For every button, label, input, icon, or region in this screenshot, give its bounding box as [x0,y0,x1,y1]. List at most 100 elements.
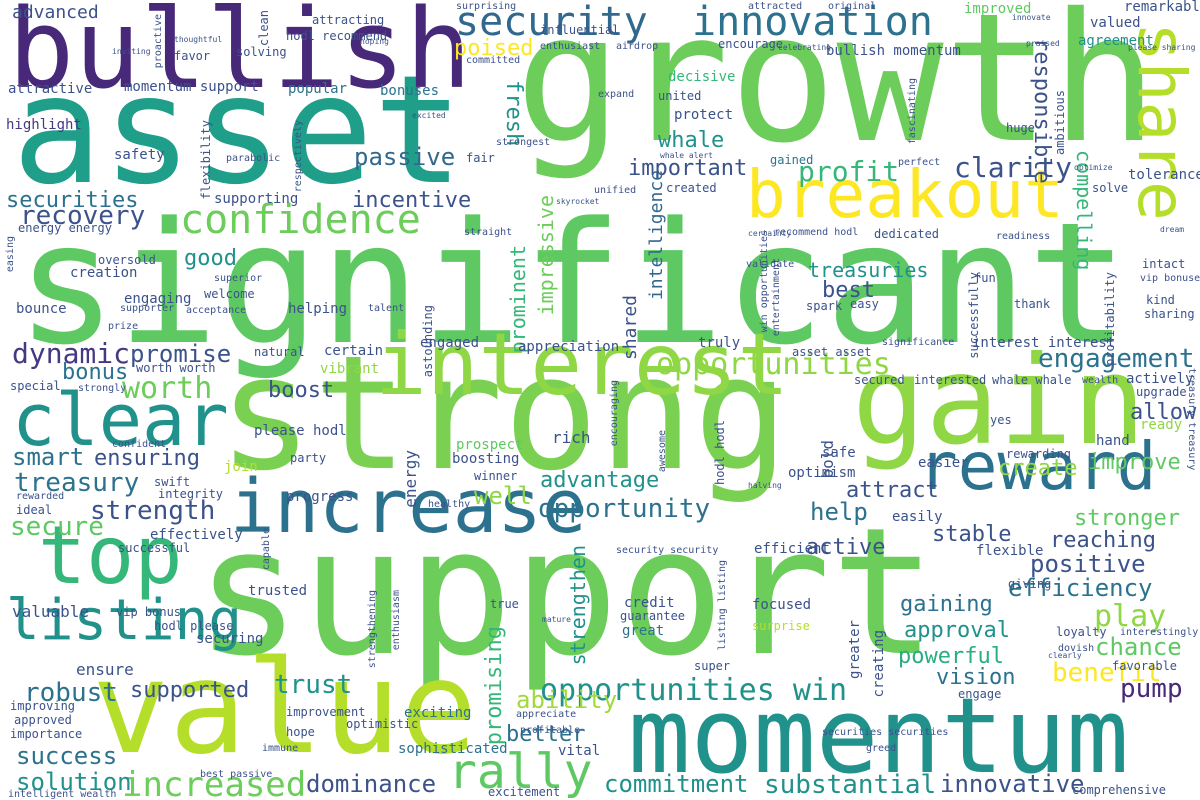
word-certainty: certainty [748,229,792,238]
word-enthusiasm: enthusiasm [391,590,402,651]
word-confidence: confidence [180,197,421,243]
word-commitment: commitment [604,770,749,798]
word-recommend-hodl: recommend hodl [774,227,859,238]
word-bold: bold [818,440,837,479]
word-importance: importance [10,727,83,741]
word-helping: helping [288,301,348,317]
word-clarity: clarity [954,151,1073,184]
word-strong: strong [218,322,789,506]
word-strengthening: strengthening [367,590,378,669]
word-efficiency: efficiency [1008,574,1153,602]
word-improve: improve [1088,450,1181,475]
word-securing: securing [196,631,264,647]
word-thoughtful: thoughtful [174,35,223,44]
word-respectively: respectively [293,120,304,193]
word-easing: easing [5,236,16,273]
word-ready: ready [1140,417,1183,433]
word-excitement: excitement [488,785,561,799]
word-actively: actively [1126,371,1194,387]
word-securities-securities: securities securities [822,727,949,738]
word-mature: mature [542,615,571,624]
word-interest-interest: interest interest [972,335,1116,351]
word-bounce: bounce [16,301,67,317]
word-promise: promise [130,340,232,368]
word-attracted: attracted [748,1,803,12]
word-enthusiast: enthusiast [540,41,601,52]
word-upgrade: upgrade [1136,385,1187,399]
word-play: play [1094,599,1167,634]
word-great: great [622,623,665,639]
word-interest: interest [375,315,790,415]
word-hodl-hodl: hodl hodl [713,420,727,486]
word-responsible: responsible [1029,38,1054,184]
word-strengthen: strengthen [566,545,590,666]
word-optimism: optimism [788,465,856,481]
word-proactive: proactive [153,14,164,69]
word-valued: valued [1090,15,1141,31]
word-valuable: valuable [12,602,90,621]
word-certain: certain [324,343,384,359]
word-better: better [506,722,586,747]
word-tolerance: tolerance [1128,167,1200,183]
word-optimistic: optimistic [346,717,419,731]
word-prize: prize [108,321,139,332]
word-promising: promising [482,626,507,746]
word-unified: unified [594,185,637,196]
word-strongly: strongly [78,383,127,394]
word-ensuring: ensuring [94,446,200,471]
word-clear: clear [12,378,229,462]
word-supported: supported [130,678,250,703]
word-support: support [195,490,937,695]
word-robust: robust [24,678,118,708]
word-effectively: effectively [150,527,243,543]
word-vision: vision [936,665,1016,690]
word-value: value [92,634,478,783]
word-solve: solve [1092,181,1129,195]
word-remarkable: remarkable [1124,0,1200,15]
word-ideal: ideal [16,503,53,517]
word-stable: stable [932,522,1012,547]
word-interestingly: interestingly [1120,627,1199,638]
word-help: help [810,498,868,526]
word-profitable: profitable [520,725,581,736]
word-top: top [38,509,183,602]
word-true: true [490,597,519,611]
word-engagement: engagement [1038,344,1195,374]
word-engage: engage [958,687,1002,701]
word-please-hodl: please hodl [254,423,347,439]
word-excited: excited [412,111,446,120]
word-special: special [10,379,61,393]
word-kind: kind [1146,293,1175,307]
word-substantial: substantial [764,770,937,800]
word-secure: secure [10,512,104,542]
word-greater: greater [847,620,863,680]
word-increased: increased [122,765,307,800]
word-progress: progress [286,489,354,505]
word-committed: committed [466,55,521,66]
word-interested: interested [914,373,987,387]
word-treasury: treasury [14,468,140,498]
word-best-passive: best passive [200,769,273,780]
word-acceptance: acceptance [186,305,247,316]
word-good: good [184,246,237,271]
word-hand: hand [1096,433,1130,449]
word-wealth: wealth [1082,375,1119,386]
word-integrity: integrity [158,487,224,501]
word-momentum: momentum [628,675,1129,797]
word-approved: approved [14,713,72,727]
word-easily: easily [892,509,943,525]
word-worth: worth [122,371,213,406]
word-advantage: advantage [540,468,660,493]
word-creating: creating [871,630,887,698]
word-focused: focused [752,597,812,613]
word-chance: chance [1095,633,1182,661]
word-vip-bonus: vip bonus [116,605,182,619]
word-smart: smart [12,443,85,471]
word-prominent: prominent [506,245,530,354]
word-reward: reward [918,428,1157,505]
word-active: active [806,535,886,560]
word-impressive: impressive [534,195,558,316]
word-momentum-support: momentum support [124,79,259,95]
word-innovate: innovate [1012,13,1051,22]
